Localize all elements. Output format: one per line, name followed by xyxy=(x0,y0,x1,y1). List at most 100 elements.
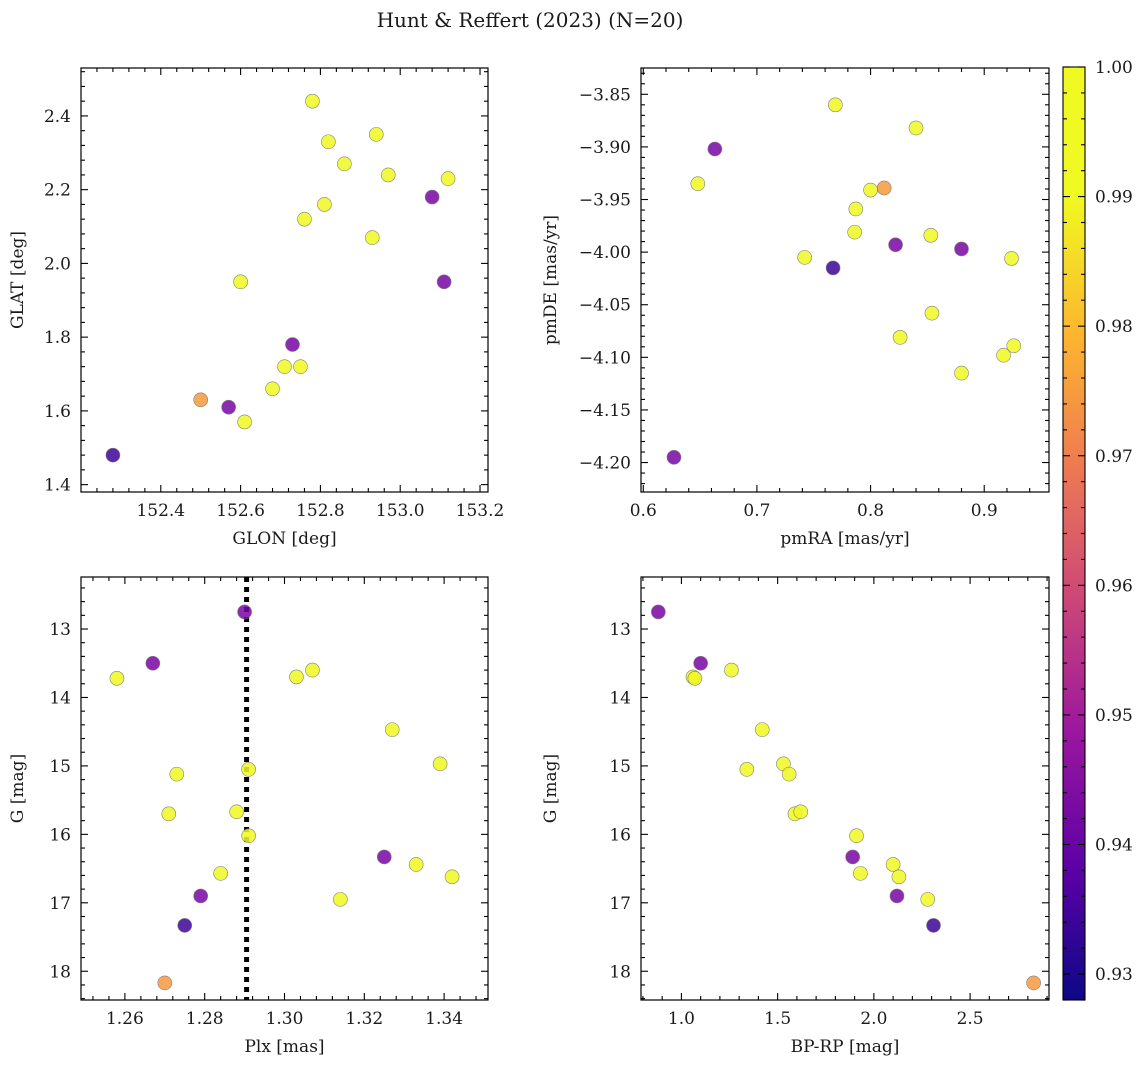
x-tick-label: 152.4 xyxy=(136,501,185,521)
x-tick-label: 153.2 xyxy=(456,501,505,521)
x-tick-label: 1.0 xyxy=(668,1009,695,1029)
x-tick-label: 152.8 xyxy=(296,501,345,521)
data-point xyxy=(781,766,797,782)
data-point xyxy=(193,888,209,904)
data-point xyxy=(145,655,161,671)
data-point xyxy=(376,849,392,865)
data-point xyxy=(690,176,706,192)
data-point xyxy=(825,260,841,276)
y-tick-label: 16 xyxy=(49,825,71,845)
data-point xyxy=(889,888,905,904)
data-point xyxy=(863,182,878,198)
x-axis-label: Plx [mas] xyxy=(244,1037,324,1057)
data-point xyxy=(424,189,440,205)
y-tick-label: −4.10 xyxy=(579,348,631,368)
x-tick-label: 2.0 xyxy=(860,1009,887,1029)
y-tick-label: 1.6 xyxy=(44,402,71,422)
y-tick-label: 15 xyxy=(49,757,71,777)
data-point xyxy=(157,975,173,991)
y-tick-label: 13 xyxy=(49,620,71,640)
plot-frame xyxy=(640,576,1050,1001)
colorbar-tick-label: 0.93 xyxy=(1095,965,1133,985)
y-tick-label: 2.2 xyxy=(44,181,71,201)
y-tick-label: 16 xyxy=(609,825,631,845)
x-tick-label: 0.8 xyxy=(857,501,884,521)
data-point xyxy=(920,892,936,907)
data-point xyxy=(193,392,209,408)
data-point xyxy=(1004,251,1019,266)
colorbar-tick-label: 0.94 xyxy=(1095,836,1133,856)
data-point xyxy=(237,604,252,620)
colorbar: 0.93 0.94 0.95 0.96 0.97 0.98 0.99 1.00 xyxy=(1062,58,1133,1001)
y-tick-label: 2.4 xyxy=(44,107,71,127)
x-tick-label: 1.32 xyxy=(345,1009,383,1029)
data-point xyxy=(1006,338,1022,354)
data-point xyxy=(923,227,939,243)
x-axis-label: pmRA [mas/yr] xyxy=(780,529,909,549)
data-point xyxy=(305,93,320,109)
scatter-panel-2: 0.6 0.7 0.8 0.9 −3.85 −3.90 −3.95 −4.00 −4.05 −4.… xyxy=(541,67,1050,549)
colorbar-tick-label: 0.98 xyxy=(1095,317,1133,337)
data-point xyxy=(241,828,256,844)
data-point xyxy=(954,241,969,257)
data-point xyxy=(333,892,348,907)
y-tick-label: −4.00 xyxy=(579,243,631,263)
y-tick-label: 18 xyxy=(609,962,631,982)
y-tick-label: 1.4 xyxy=(44,476,71,496)
plot-frame xyxy=(640,67,1050,493)
y-tick-label: 17 xyxy=(49,894,71,914)
data-point xyxy=(305,662,320,678)
data-point xyxy=(924,305,940,321)
data-point xyxy=(666,449,682,465)
data-point xyxy=(285,337,300,352)
y-axis-label: pmDE [mas/yr] xyxy=(541,215,561,345)
data-point xyxy=(169,766,185,782)
data-point xyxy=(265,381,280,397)
data-point xyxy=(233,274,248,290)
colorbar-tick-label: 0.96 xyxy=(1095,576,1133,596)
plot-frame xyxy=(80,67,489,493)
scatter-panel-4: 1.0 1.5 2.0 2.5 13 14 15 16 17 18 BP-RP [mag] G [ma… xyxy=(541,576,1050,1057)
data-point xyxy=(293,359,308,374)
data-point xyxy=(321,134,336,150)
y-tick-label: 15 xyxy=(609,757,631,777)
x-tick-label: 1.5 xyxy=(764,1009,791,1029)
y-tick-label: 2.0 xyxy=(44,254,71,274)
colorbar-tick-label: 0.99 xyxy=(1095,188,1133,208)
data-point xyxy=(444,869,460,885)
y-tick-label: −3.95 xyxy=(579,191,631,211)
data-point xyxy=(364,230,380,245)
data-point xyxy=(797,250,812,265)
data-point xyxy=(651,604,666,620)
x-tick-label: 0.9 xyxy=(971,501,998,521)
y-tick-label: −4.05 xyxy=(579,296,631,316)
data-point xyxy=(105,447,121,463)
data-point xyxy=(693,655,708,671)
data-point xyxy=(109,671,125,686)
x-tick-label: 0.6 xyxy=(630,501,657,521)
data-point xyxy=(161,806,177,822)
x-axis-label: BP-RP [mag] xyxy=(791,1037,900,1057)
data-point xyxy=(277,359,292,374)
data-point xyxy=(885,857,901,872)
data-point xyxy=(237,414,252,430)
data-point xyxy=(926,918,941,933)
data-point xyxy=(876,180,892,196)
data-point xyxy=(908,120,924,136)
data-point xyxy=(847,224,862,240)
y-tick-label: 13 xyxy=(609,620,631,640)
x-axis-label: GLON [deg] xyxy=(232,529,336,549)
data-point xyxy=(213,866,228,881)
data-point xyxy=(384,722,400,737)
x-tick-label: 1.26 xyxy=(106,1009,144,1029)
data-point xyxy=(317,197,332,212)
scatter-panel-3: 1.26 1.28 1.30 1.32 1.34 13 14 15 16 17 18 Plx [mas… xyxy=(8,576,489,1057)
x-tick-label: 152.6 xyxy=(216,501,265,521)
data-point xyxy=(436,274,452,290)
x-tick-label: 1.34 xyxy=(425,1009,463,1029)
data-point xyxy=(368,127,384,142)
data-point xyxy=(754,722,770,737)
figure-title: Hunt & Reffert (2023) (N=20) xyxy=(377,8,684,32)
x-tick-label: 0.7 xyxy=(743,501,770,521)
y-tick-label: −3.85 xyxy=(579,85,631,105)
